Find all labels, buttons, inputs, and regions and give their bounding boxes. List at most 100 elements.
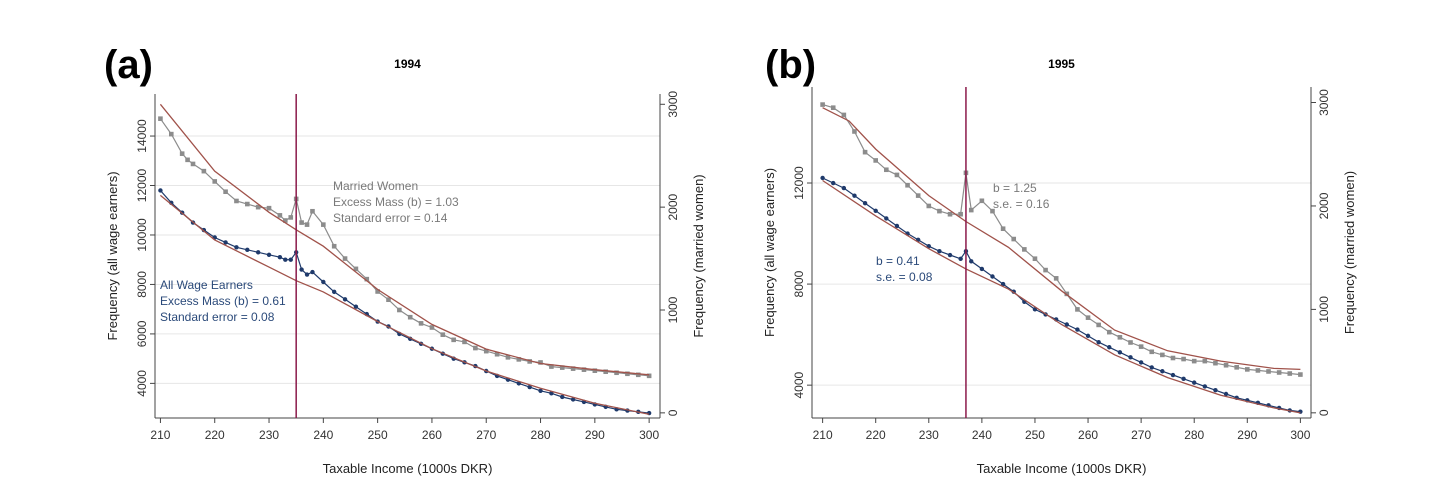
data-point-square [505, 355, 511, 360]
fit-curve [822, 107, 1301, 371]
data-point-circle [560, 394, 565, 400]
data-point-circle [266, 252, 272, 257]
data-point-square [1244, 367, 1250, 372]
x-tick-label: 230 [919, 428, 939, 442]
data-point-square [1149, 349, 1155, 355]
data-point-square [168, 131, 174, 137]
data-point-square [1106, 329, 1112, 335]
x-tick-label: 250 [1025, 428, 1045, 442]
data-point-square [937, 208, 942, 214]
data-point-circle [990, 274, 995, 279]
data-point-square [884, 167, 889, 173]
data-point-square [1255, 368, 1261, 373]
data-point-square [451, 337, 456, 343]
data-point-circle [321, 279, 326, 285]
chart-title: 1995 [1048, 57, 1075, 71]
data-point-square [342, 256, 348, 261]
data-point-square [958, 211, 963, 217]
y-left-tick-label: 10000 [135, 218, 149, 252]
data-point-circle [283, 257, 288, 262]
data-point-circle [1170, 372, 1176, 378]
annotation-text: b = 0.41 [876, 254, 920, 268]
panel-b: (b) 1995 210 220 230 240 250 260 270 280 290 300 400… [762, 43, 1357, 476]
data-point-square [592, 368, 598, 373]
panel-a: (a) 1994 210 220 230 240 250 260 270 280 290 300 400… [104, 43, 706, 476]
data-point-square [1213, 360, 1218, 366]
data-point-circle [947, 252, 953, 258]
data-point-square [266, 205, 272, 211]
data-point-circle [852, 193, 857, 198]
data-point-circle [1064, 322, 1070, 327]
data-point-square [386, 297, 391, 303]
data-point-square [1022, 247, 1027, 252]
data-point-square [397, 307, 402, 313]
data-point-square [614, 370, 619, 376]
data-point-square [321, 222, 326, 227]
x-tick-label: 210 [150, 428, 170, 442]
data-point-circle [862, 201, 868, 206]
data-point-circle [277, 255, 283, 260]
y-right-tick-label: 0 [1317, 409, 1331, 416]
annotation-text: Excess Mass (b) = 1.03 [333, 195, 459, 209]
data-point-square [516, 357, 522, 362]
data-point-square [1117, 335, 1123, 340]
x-tick-label: 300 [1290, 428, 1310, 442]
data-point-circle [1149, 365, 1154, 370]
y-left-tick-label: 4000 [792, 371, 806, 398]
data-point-square [283, 218, 288, 223]
data-point-circle [1181, 376, 1186, 382]
data-point-square [473, 345, 478, 351]
y-right-tick-label: 2000 [1317, 192, 1331, 219]
x-tick-label: 290 [1237, 428, 1257, 442]
data-point-square [841, 112, 847, 118]
annotation-text: Standard error = 0.08 [160, 310, 275, 324]
data-point-square [185, 157, 190, 163]
data-point-circle [570, 397, 576, 402]
data-point-circle [958, 256, 963, 262]
x-tick-label: 240 [313, 428, 333, 442]
data-point-square [483, 348, 489, 354]
y-axis-label-left: Frequency (all wage earners) [762, 168, 777, 337]
data-point-circle [342, 297, 348, 302]
y-right-tick-label: 1000 [666, 296, 680, 323]
x-tick-label: 260 [422, 428, 442, 442]
data-point-square [1191, 358, 1197, 364]
x-axis-label: Taxable Income (1000s DKR) [323, 461, 493, 476]
panel-label: (a) [104, 43, 153, 87]
y-left-tick-label: 14000 [135, 119, 149, 153]
x-tick-label: 250 [368, 428, 388, 442]
data-point-square [494, 351, 500, 357]
data-point-circle [1202, 384, 1208, 389]
data-point-square [625, 371, 630, 377]
data-point-square [990, 208, 995, 214]
data-point-square [1053, 276, 1059, 281]
data-point-circle [1138, 360, 1144, 365]
data-point-square [559, 365, 565, 370]
data-point-square [646, 373, 652, 379]
data-point-circle [353, 304, 359, 309]
data-point-square [527, 359, 532, 364]
data-point-circle [158, 188, 163, 193]
data-point-square [331, 243, 337, 249]
y-right-tick-label: 3000 [666, 91, 680, 118]
data-point-circle [969, 259, 974, 264]
fit-curve [159, 194, 650, 415]
data-point-circle [979, 266, 985, 272]
data-point-square [179, 151, 185, 156]
data-point-square [873, 158, 879, 163]
data-point-square [201, 168, 207, 174]
y-left-tick-label: 4000 [135, 370, 149, 397]
data-point-circle [255, 250, 261, 255]
data-point-square [862, 149, 868, 155]
series-line [822, 177, 1301, 413]
data-point-circle [1107, 345, 1112, 350]
data-point-circle [1223, 391, 1229, 397]
data-point-square [1096, 322, 1101, 328]
data-point-square [1202, 358, 1208, 364]
annotation-text: Married Women [333, 179, 418, 193]
data-point-square [288, 215, 294, 220]
data-point-square [968, 207, 974, 213]
y-right-tick-label: 1000 [1317, 296, 1331, 323]
data-point-square [1234, 365, 1239, 370]
data-point-circle [884, 216, 889, 221]
